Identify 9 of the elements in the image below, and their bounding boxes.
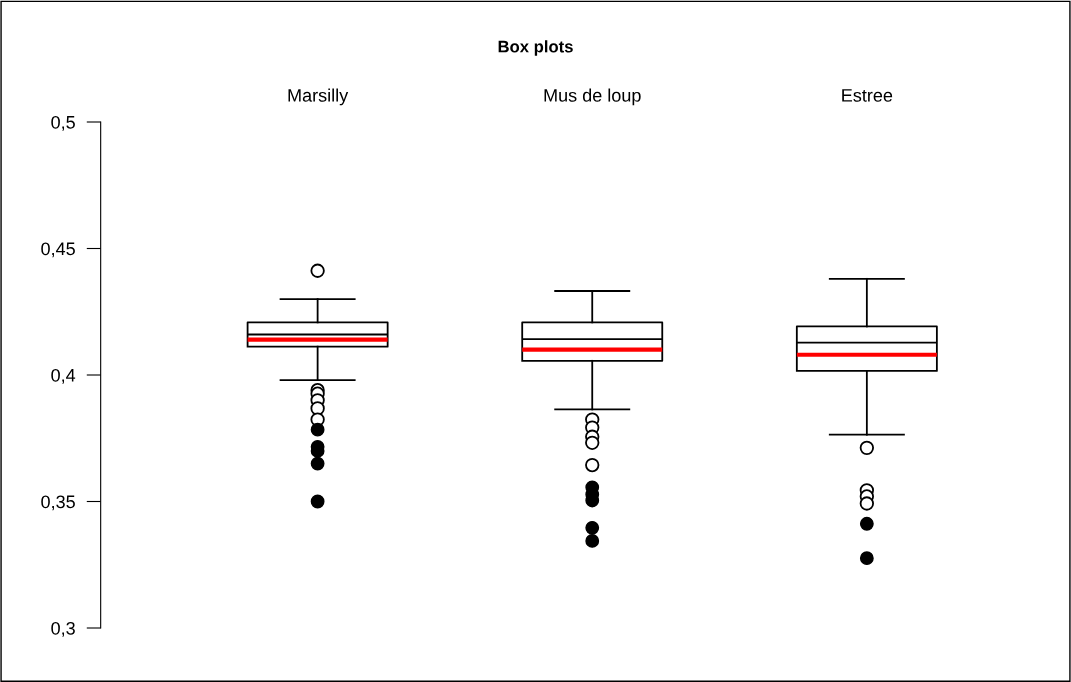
y-tick-label: 0,45 [41, 242, 75, 258]
y-tick-label: 0,4 [51, 368, 76, 384]
x-tick-label: Mus de loup [544, 88, 641, 106]
y-tick-label: 0,35 [41, 495, 75, 511]
y-tick-label: 0,3 [51, 621, 75, 637]
x-tick-label: Estree [842, 89, 893, 102]
x-tick-label: Marsilly [288, 88, 349, 106]
y-tick-label: 0,5 [51, 115, 75, 131]
chart-title: Box plots [498, 40, 573, 56]
